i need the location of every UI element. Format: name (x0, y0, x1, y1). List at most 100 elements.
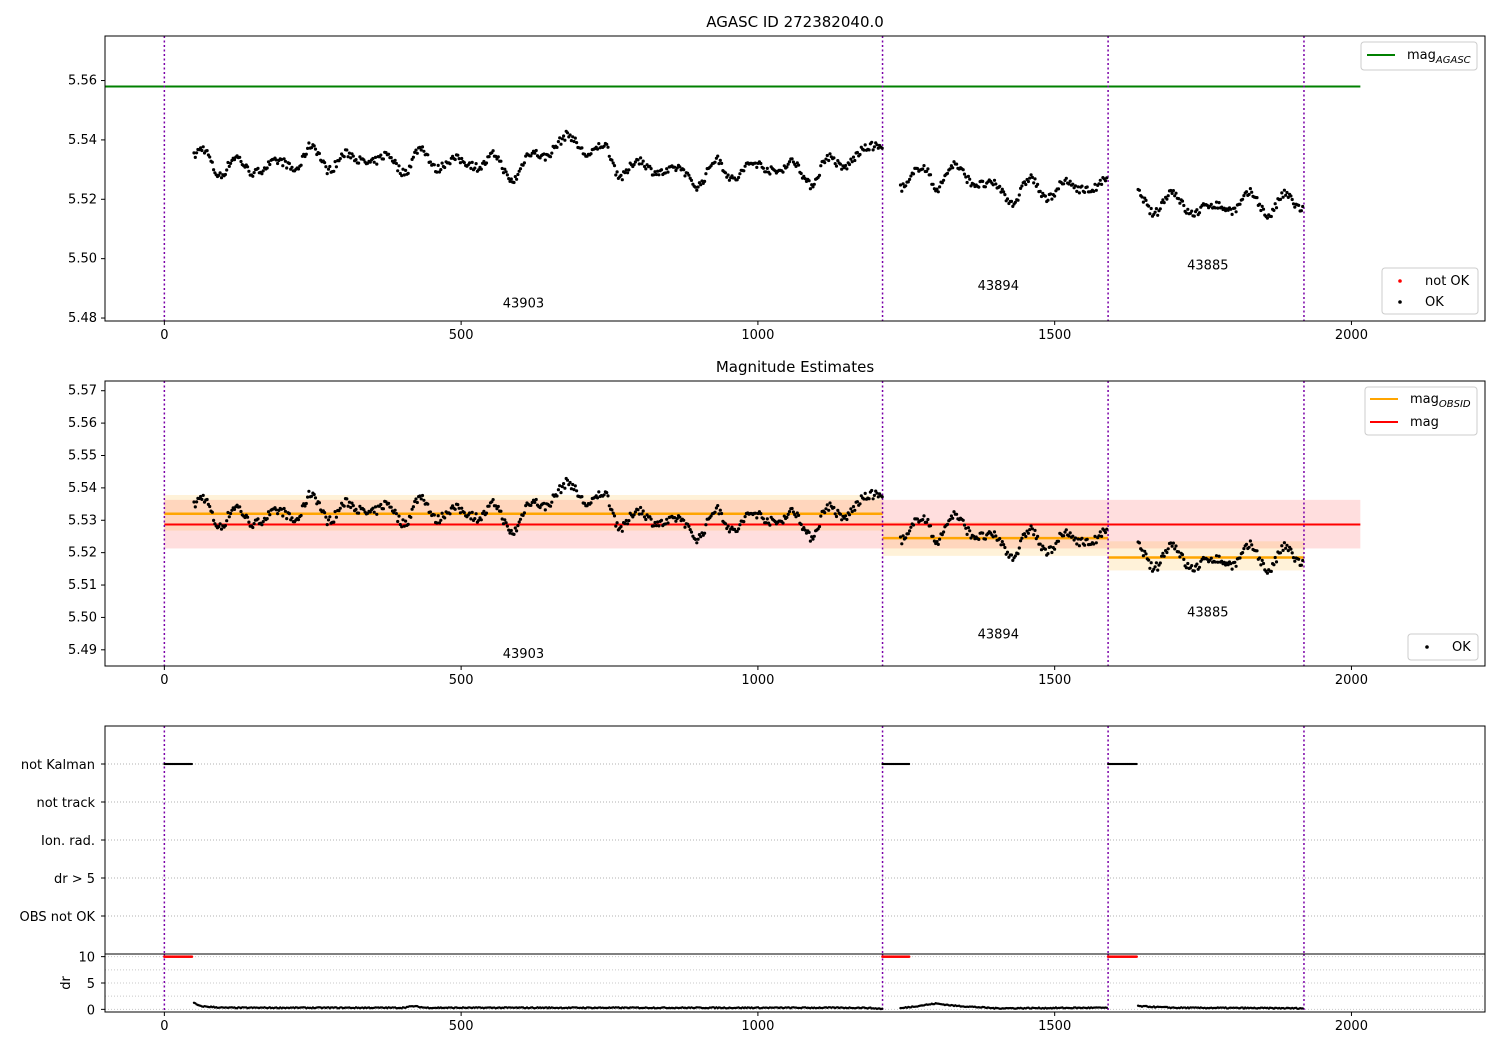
ok-point (904, 184, 908, 188)
ok-point (524, 504, 528, 508)
ok-point (834, 164, 839, 168)
ok-point (372, 510, 376, 514)
ok-point (274, 508, 278, 512)
ok-point (513, 526, 517, 530)
ok-point (1247, 545, 1251, 549)
ok-point (210, 510, 214, 514)
ok-point (900, 542, 904, 546)
ok-point (786, 512, 790, 517)
panel2-xtick-label: 500 (449, 673, 474, 688)
ok-point (210, 160, 214, 164)
ok-point (474, 162, 478, 166)
ok-point (1036, 534, 1040, 539)
ok-point (961, 518, 965, 522)
ok-point (1000, 187, 1004, 191)
ok-point (208, 155, 212, 159)
ok-point (1222, 206, 1226, 210)
ok-point (1230, 212, 1234, 216)
ok-point (968, 529, 972, 533)
ok-point (457, 157, 461, 161)
ok-point (1238, 202, 1242, 206)
panel1-frame (104, 35, 1486, 322)
ok-point (808, 187, 813, 191)
ok-point (1038, 189, 1042, 193)
ok-point (1301, 558, 1305, 563)
ok-point (610, 158, 614, 162)
ok-point (858, 502, 862, 506)
ok-point (560, 485, 564, 489)
ok-point (542, 501, 546, 505)
ok-point (1182, 203, 1186, 208)
ok-point (1140, 195, 1144, 199)
ok-point (1022, 532, 1027, 536)
ok-point (1002, 190, 1006, 194)
ok-point (938, 185, 942, 189)
ok-point (345, 497, 349, 501)
ok-point (436, 514, 440, 518)
ok-point (615, 521, 619, 525)
ok-point (906, 532, 910, 536)
ok-point (418, 494, 422, 498)
ok-point (687, 173, 691, 177)
ok-point (787, 160, 792, 164)
ok-point (825, 153, 829, 158)
ok-point (325, 172, 329, 176)
ok-point (1003, 545, 1007, 550)
ok-point (1149, 561, 1153, 565)
ok-point (1036, 182, 1040, 186)
ok-point (398, 522, 402, 527)
ok-point (742, 169, 746, 173)
dr-clipped-point (1135, 955, 1138, 958)
ok-point (1197, 211, 1202, 215)
ok-point (238, 155, 242, 159)
ok-point (632, 513, 636, 517)
ok-point (470, 160, 474, 164)
ok-point (230, 508, 234, 512)
ok-point (807, 179, 811, 183)
ok-point (700, 179, 704, 183)
ok-point (994, 534, 998, 538)
ok-point (785, 165, 789, 169)
ok-point (310, 494, 314, 498)
ok-point (516, 524, 520, 528)
ok-point (1282, 188, 1286, 192)
ok-point (1182, 557, 1186, 562)
ok-point (908, 529, 912, 533)
ok-point (572, 488, 576, 492)
ok-point (381, 507, 385, 511)
ok-point (636, 508, 640, 512)
ok-point (966, 174, 971, 178)
ok-point (876, 146, 880, 150)
ok-point (1186, 207, 1190, 211)
ok-point (573, 484, 577, 488)
ok-point (1085, 537, 1089, 541)
ok-point (334, 165, 338, 169)
dr-point (881, 1007, 884, 1010)
ok-point (550, 151, 554, 155)
ok-point (422, 498, 426, 502)
ok-point (1098, 178, 1102, 182)
ok-point (1005, 550, 1010, 554)
ok-point (898, 183, 903, 187)
ok-point (568, 480, 572, 485)
ok-point (575, 489, 579, 493)
ok-point (1230, 567, 1234, 571)
ok-point (832, 505, 836, 510)
panel2-legend-lower: OK (1407, 633, 1479, 661)
ok-point (397, 164, 401, 168)
ok-point (791, 160, 796, 164)
ok-point (703, 531, 707, 535)
ok-point (1071, 534, 1075, 538)
ok-point (349, 156, 353, 160)
ok-point (435, 521, 439, 525)
ok-point (420, 493, 425, 498)
ok-point (862, 148, 866, 152)
ok-point (1103, 530, 1108, 535)
ok-point (225, 168, 229, 172)
ok-point (1019, 539, 1023, 543)
ok-point (1098, 530, 1102, 534)
panel1-ytick-label: 5.48 (68, 311, 97, 326)
ok-point (1174, 191, 1178, 195)
ok-point (932, 539, 937, 543)
ok-point (812, 182, 816, 186)
